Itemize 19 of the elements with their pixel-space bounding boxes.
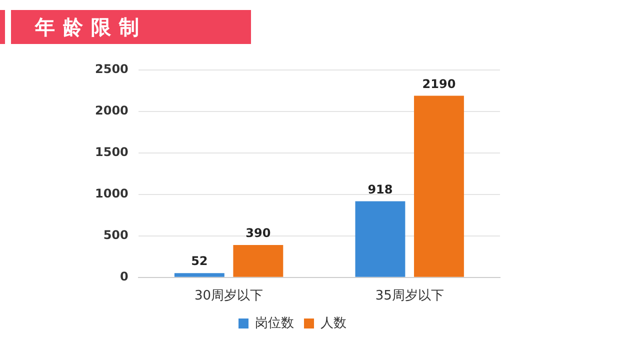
- legend-label: 人数: [320, 316, 346, 331]
- data-label: 918: [368, 182, 393, 196]
- x-tick-label: 30周岁以下: [194, 288, 264, 304]
- y-tick-label: 1000: [94, 186, 128, 201]
- data-label: 390: [246, 226, 271, 240]
- legend-label: 岗位数: [255, 316, 294, 331]
- x-tick-label: 35周岁以下: [375, 288, 444, 304]
- y-tick-label: 2500: [94, 62, 128, 76]
- data-label: 52: [191, 254, 208, 268]
- y-tick-label: 0: [120, 270, 128, 284]
- bar: [233, 245, 284, 277]
- bar: [355, 201, 406, 277]
- data-label: 2190: [422, 76, 456, 91]
- y-tick-label: 500: [103, 228, 128, 242]
- bar: [174, 273, 224, 277]
- chart-title: 年龄限制: [35, 14, 147, 41]
- y-tick-label: 1500: [94, 145, 128, 160]
- y-tick-label: 2000: [94, 104, 128, 118]
- bar: [414, 96, 464, 277]
